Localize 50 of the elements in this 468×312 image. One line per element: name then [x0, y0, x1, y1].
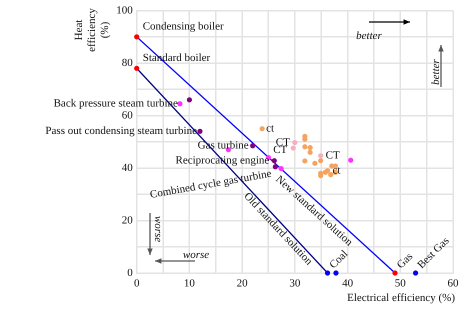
- annotation: ct: [266, 122, 274, 135]
- x-tick-label: 40: [342, 277, 354, 290]
- point: [134, 66, 140, 71]
- annotation: Best Gas: [415, 234, 452, 272]
- point: [392, 270, 398, 276]
- x-tick-label: 60: [448, 277, 459, 290]
- point: [260, 126, 265, 132]
- y-tick-label: 60: [122, 109, 134, 122]
- annotation: better: [356, 30, 383, 42]
- point: [290, 146, 296, 151]
- point: [292, 140, 298, 146]
- annotation: better: [430, 58, 442, 85]
- point: [278, 166, 284, 172]
- point: [272, 164, 278, 170]
- point: [348, 158, 354, 163]
- point: [272, 158, 277, 164]
- point: [134, 34, 140, 40]
- point: [412, 270, 418, 276]
- point: [197, 128, 203, 134]
- x-tick-label: 50: [394, 277, 406, 290]
- point: [302, 144, 308, 150]
- x-tick-label: 20: [236, 277, 248, 290]
- annotation: Coal: [327, 248, 350, 272]
- annotation: Condensing boiler: [142, 20, 224, 33]
- point: [312, 160, 318, 166]
- point: [328, 172, 334, 178]
- y-tick-label: 40: [122, 162, 134, 174]
- point: [333, 270, 339, 276]
- annotation: worse: [152, 216, 164, 242]
- annotation: CT: [326, 150, 340, 162]
- point: [324, 270, 330, 276]
- point: [308, 150, 313, 155]
- point: [318, 158, 324, 164]
- x-tick-label: 30: [289, 277, 301, 290]
- y-tick-label: 100: [116, 4, 134, 16]
- annotation: Gas: [394, 250, 416, 272]
- point: [177, 101, 183, 106]
- x-axis-title: Electrical efficiency (%): [347, 292, 456, 304]
- point: [302, 158, 308, 164]
- y-tick-label: 20: [122, 214, 134, 226]
- point: [186, 97, 192, 102]
- y-axis-title: Heat efficiency (%): [72, 8, 111, 52]
- y-tick-label: 0: [127, 266, 134, 279]
- point: [250, 143, 256, 148]
- y-tick-label: 80: [122, 56, 134, 69]
- point: [308, 144, 313, 150]
- point: [318, 153, 324, 158]
- annotation: worse: [182, 248, 210, 261]
- annotation: Pass out condensing steam turbine: [45, 125, 198, 138]
- x-tick-label: 10: [184, 277, 196, 290]
